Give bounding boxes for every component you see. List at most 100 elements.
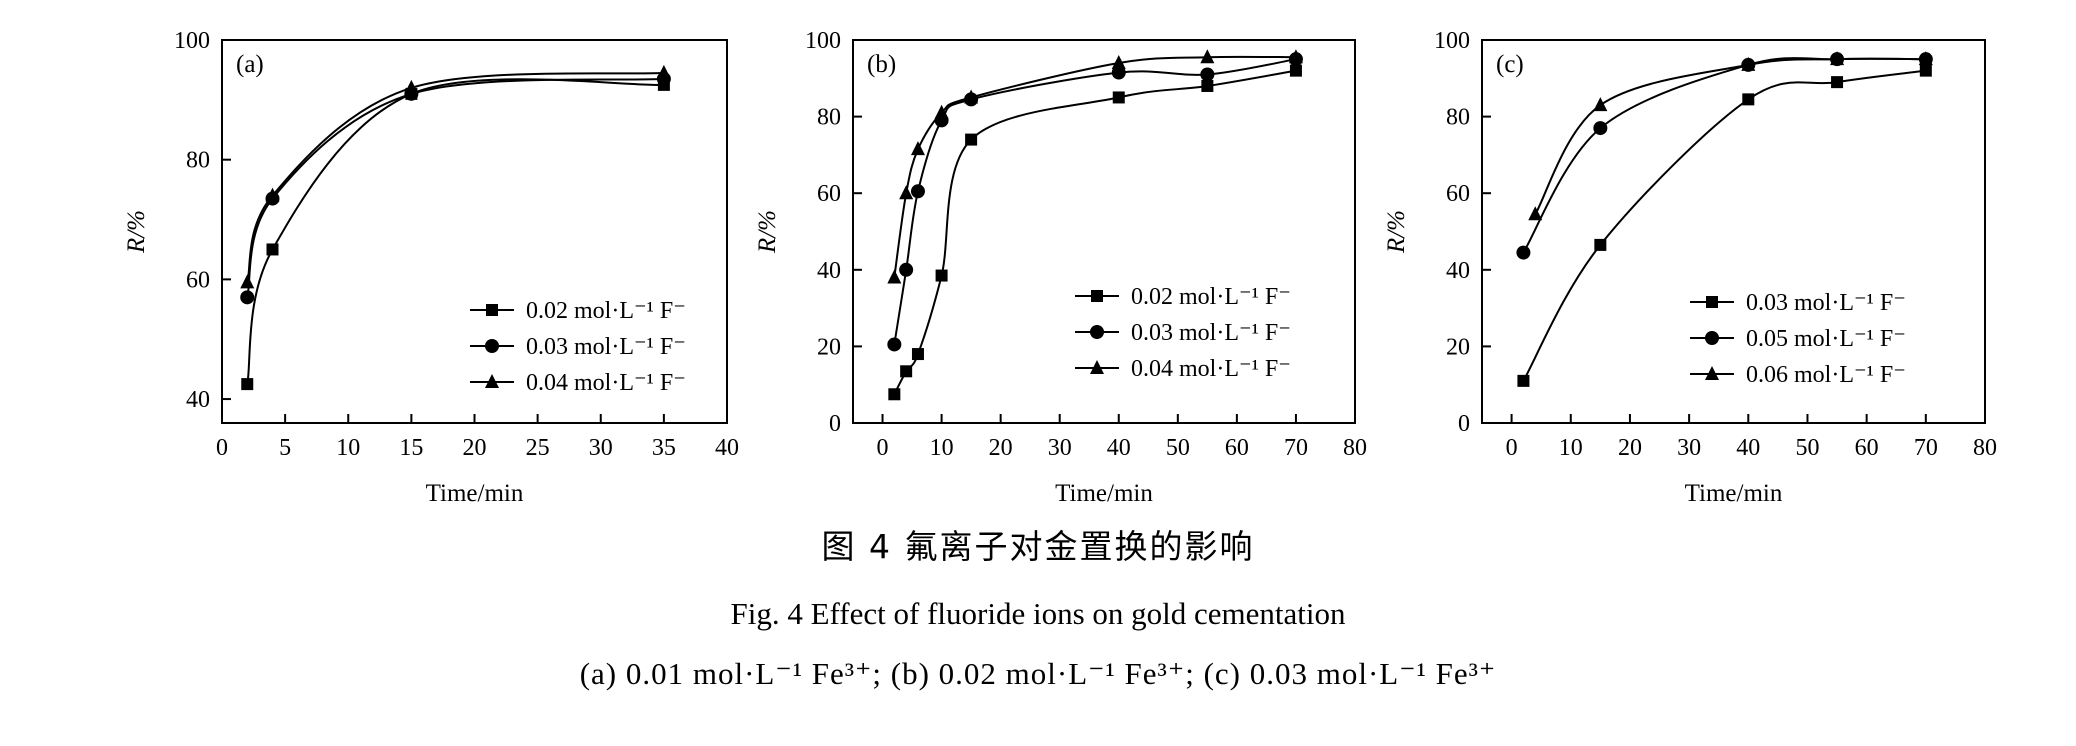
y-tick-label: 60 [817, 181, 841, 207]
panel-label: (c) [1496, 51, 1524, 78]
series-2-point [1918, 51, 1933, 66]
x-tick-label: 80 [1973, 435, 1997, 461]
x-tick-label: 35 [652, 435, 676, 461]
series-2-point [1528, 206, 1543, 221]
legend-marker [1091, 290, 1103, 302]
x-tick-label: 0 [216, 435, 228, 461]
chart-panel-0: 0 5 10 15 20 25 30 35 40 40 60 80 100 Time/min R/% (a) 0… [123, 28, 739, 507]
y-tick-label: 0 [1458, 411, 1470, 437]
x-tick-label: 5 [279, 435, 291, 461]
x-tick-label: 60 [1855, 435, 1879, 461]
chart-panel-2: 0 10 20 30 40 50 60 70 80 0 20 40 60 80 100 Time/min R/%… [1383, 28, 1997, 507]
y-axis-label: R/% [1383, 210, 1410, 254]
x-tick-label: 40 [1107, 435, 1131, 461]
figure-caption-subpanels: (a) 0.01 mol·L⁻¹ Fe³⁺; (b) 0.02 mol·L⁻¹ … [579, 656, 1497, 691]
x-tick-label: 0 [1506, 435, 1518, 461]
series-1-point [887, 337, 902, 352]
series-2-point [265, 187, 280, 202]
legend: 0.02 mol·L⁻¹ F⁻ 0.03 mol·L⁻¹ F⁻ 0.04 mol·L… [470, 298, 686, 396]
series-1-point [240, 290, 255, 305]
legend-label: 0.04 mol·L⁻¹ F⁻ [1131, 356, 1291, 382]
legend-label: 0.03 mol·L⁻¹ F⁻ [1746, 290, 1906, 316]
x-tick-label: 80 [1343, 435, 1367, 461]
series-2-point [899, 185, 914, 200]
legend-label: 0.06 mol·L⁻¹ F⁻ [1746, 362, 1906, 388]
y-tick-label: 20 [1446, 334, 1470, 360]
y-tick-label: 80 [186, 148, 210, 174]
legend-marker [1705, 331, 1719, 345]
series-0-point [1289, 64, 1302, 77]
series-0-point [1201, 79, 1214, 92]
legend-marker [485, 339, 499, 353]
series-2-point [656, 64, 671, 79]
x-tick-label: 30 [1677, 435, 1701, 461]
x-tick-label: 25 [526, 435, 550, 461]
series-0-point [935, 269, 948, 282]
series-1-point [1200, 67, 1215, 82]
series-0-point [1517, 374, 1530, 387]
y-tick-label: 80 [1446, 105, 1470, 131]
legend-label: 0.03 mol·L⁻¹ F⁻ [1131, 320, 1291, 346]
y-axis-label: R/% [754, 210, 781, 254]
legend: 0.03 mol·L⁻¹ F⁻ 0.05 mol·L⁻¹ F⁻ 0.06 mol·L… [1690, 290, 1906, 388]
legend-marker [1090, 360, 1104, 374]
series-0-point [900, 365, 913, 378]
legend-marker [1706, 296, 1718, 308]
legend-marker [1705, 366, 1719, 380]
series-2-point [910, 141, 925, 156]
legend-marker [486, 304, 498, 316]
series-2-point [240, 274, 255, 289]
plot-frame [852, 39, 1356, 424]
y-tick-label: 60 [1446, 181, 1470, 207]
x-tick-label: 10 [930, 435, 954, 461]
series-1-curve [1522, 57, 1926, 254]
series-2-curve [246, 71, 664, 283]
series-2-point [1111, 54, 1126, 69]
series-0-point [241, 378, 254, 391]
series-2-point [1830, 51, 1845, 66]
x-tick-label: 15 [399, 435, 423, 461]
x-tick-label: 10 [1559, 435, 1583, 461]
series-1-point [1593, 121, 1608, 136]
figure-panels: 0 5 10 15 20 25 30 35 40406080100Time/minR/%(a)0… [123, 28, 1997, 507]
series-1-point [1111, 65, 1126, 80]
series-1-point [899, 262, 914, 277]
x-axis-label: Time/min [1055, 480, 1153, 507]
x-tick-label: 70 [1284, 435, 1308, 461]
x-tick-label: 30 [589, 435, 613, 461]
series-2-point [1741, 56, 1756, 71]
y-tick-label: 40 [817, 258, 841, 284]
y-tick-label: 0 [829, 411, 841, 437]
x-tick-label: 10 [336, 435, 360, 461]
series-2-point [1288, 49, 1303, 64]
x-tick-label: 20 [989, 435, 1013, 461]
legend-label: 0.02 mol·L⁻¹ F⁻ [1131, 284, 1291, 310]
series-0-point [1742, 93, 1755, 106]
y-tick-label: 20 [817, 334, 841, 360]
legend-label: 0.05 mol·L⁻¹ F⁻ [1746, 326, 1906, 352]
legend-label: 0.03 mol·L⁻¹ F⁻ [526, 334, 686, 360]
series-0-curve [1522, 69, 1926, 382]
x-tick-label: 70 [1914, 435, 1938, 461]
x-tick-label: 40 [715, 435, 739, 461]
chart-panel-1: 0 10 20 30 40 50 60 70 80 0 20 40 60 80 100 Time/min R/%… [754, 28, 1367, 507]
series-2-point [934, 104, 949, 119]
series-0-point [1112, 91, 1125, 104]
panel-label: (b) [867, 51, 896, 78]
series-0-point [965, 133, 978, 146]
legend-label: 0.02 mol·L⁻¹ F⁻ [526, 298, 686, 324]
series-2-curve [893, 55, 1296, 278]
series-2-point [887, 269, 902, 284]
x-tick-label: 0 [877, 435, 889, 461]
y-tick-label: 40 [1446, 258, 1470, 284]
y-axis-label: R/% [123, 210, 150, 254]
series-0-point [266, 243, 279, 256]
series-2-point [1200, 49, 1215, 64]
x-tick-label: 20 [1618, 435, 1642, 461]
legend-marker [485, 374, 499, 388]
y-tick-label: 100 [1434, 28, 1470, 54]
x-axis-label: Time/min [1685, 480, 1783, 507]
y-tick-label: 100 [805, 28, 841, 54]
plot-frame [221, 39, 728, 424]
y-tick-label: 60 [186, 267, 210, 293]
